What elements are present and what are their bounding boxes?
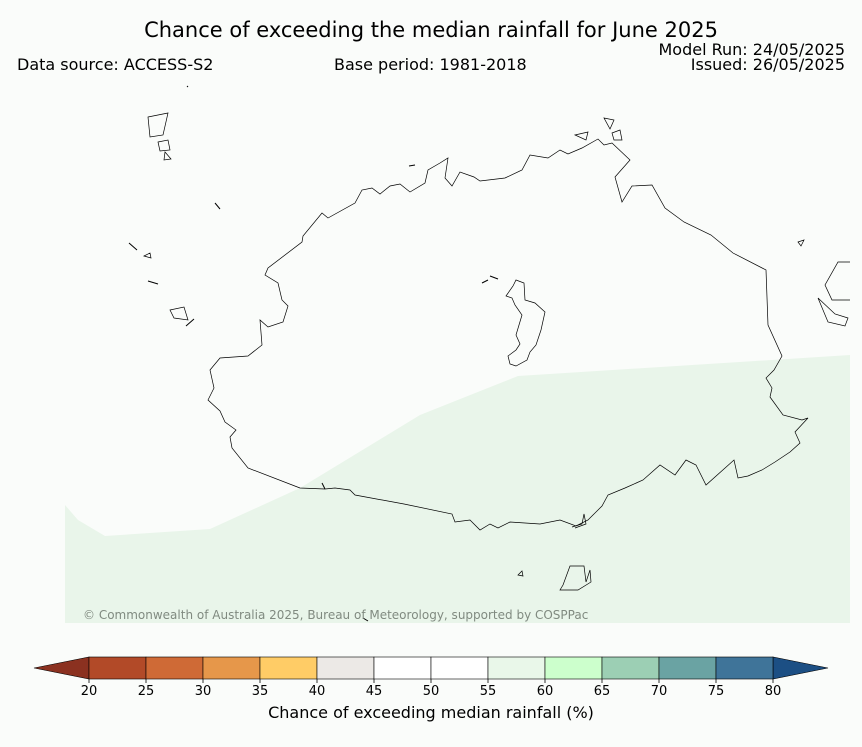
- issued-label: Issued: 26/05/2025: [690, 55, 845, 74]
- colorbar-label: Chance of exceeding median rainfall (%): [268, 703, 594, 722]
- island-w-2: [169, 306, 189, 321]
- coastlines: [143, 112, 850, 591]
- colorbar-tick-label: 30: [195, 684, 212, 699]
- main-island-coastline: [207, 138, 809, 531]
- colorbar-segment-65-70: [601, 656, 660, 680]
- colorbar-segment-30-35: [202, 656, 261, 680]
- colorbar-tick-label: 20: [81, 684, 98, 699]
- colorbar-tick-label: 25: [138, 684, 155, 699]
- model-run-label: Model Run: 24/05/2025: [658, 40, 846, 59]
- island-ne-3: [611, 129, 623, 141]
- colorbar-segment-35-40: [259, 656, 318, 680]
- colorbar-tick-label: 70: [651, 684, 668, 699]
- colorbar-under-arrow: [33, 656, 90, 680]
- base-period-label: Base period: 1981-2018: [334, 55, 527, 74]
- colorbar-tick-label: 75: [708, 684, 725, 699]
- data-source-label: Data source: ACCESS-S2: [17, 55, 214, 74]
- colorbar-tick-label: 65: [594, 684, 611, 699]
- island-far-east: [824, 261, 850, 301]
- island-ne-1: [573, 131, 589, 141]
- island-nw-3: [163, 151, 172, 161]
- copyright-notice: © Commonwealth of Australia 2025, Bureau…: [83, 608, 589, 622]
- colorbar-tick-label: 40: [309, 684, 326, 699]
- colorbar-segment-45-50: [373, 656, 432, 680]
- colorbar-over-arrow: [772, 656, 829, 680]
- colorbar-tick-label: 45: [366, 684, 383, 699]
- colorbar-tick-label: 55: [480, 684, 497, 699]
- shaded-region-55-60: [65, 355, 850, 623]
- map-title: Chance of exceeding the median rainfall …: [144, 18, 718, 42]
- colorbar-tick-label: 35: [252, 684, 269, 699]
- interior-island-coastline: [505, 279, 546, 367]
- island-e-1: [797, 239, 805, 247]
- island-ne-2: [603, 117, 615, 130]
- island-w-1: [143, 252, 152, 259]
- colorbar-segment-75-80: [715, 656, 774, 680]
- colorbar-segment-50-55: [430, 656, 489, 680]
- island-nw-1: [147, 112, 169, 138]
- colorbar-segment-70-75: [658, 656, 717, 680]
- island-se-1: [571, 513, 587, 529]
- island-south-2: [517, 570, 524, 577]
- colorbar-tick-label: 50: [423, 684, 440, 699]
- colorbar-segment-55-60: [487, 656, 546, 680]
- coast-fragments: [128, 85, 499, 622]
- colorbar-tick-label: 60: [537, 684, 554, 699]
- island-south-1: [559, 565, 592, 591]
- colorbar-segment-60-65: [544, 656, 603, 680]
- island-nw-2: [157, 139, 171, 152]
- colorbar-tick-label: 80: [765, 684, 782, 699]
- colorbar-segment-40-45: [316, 656, 375, 680]
- colorbar-segment-20-25: [88, 656, 147, 680]
- colorbar-segment-25-30: [145, 656, 204, 680]
- island-far-east-2: [817, 297, 849, 327]
